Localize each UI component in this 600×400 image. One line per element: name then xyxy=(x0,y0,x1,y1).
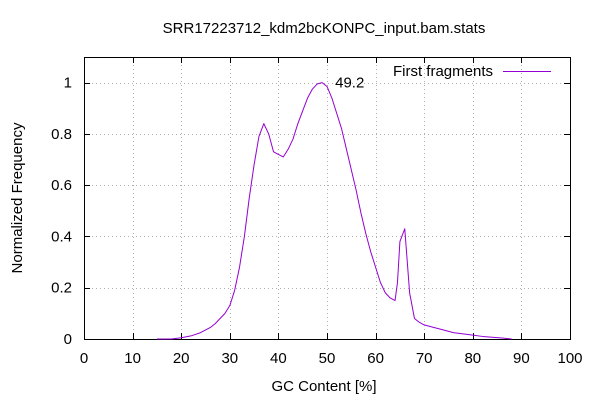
y-tick-label: 1 xyxy=(64,75,72,92)
y-tick-labels: 0 0.2 0.4 0.6 0.8 1 xyxy=(51,75,72,348)
x-tick-label: 10 xyxy=(124,350,141,367)
y-axis-label: Normalized Frequency xyxy=(9,122,26,273)
y-tick-label: 0.4 xyxy=(51,228,72,245)
x-tick-label: 100 xyxy=(557,350,582,367)
y-tick-label: 0.2 xyxy=(51,280,72,297)
series-line-first-fragments xyxy=(156,82,512,340)
chart-title: SRR17223712_kdm2bcKONPC_input.bam.stats xyxy=(163,20,486,37)
x-tick-label: 70 xyxy=(416,350,433,367)
tick-marks xyxy=(84,57,571,340)
series-layer xyxy=(156,82,512,340)
y-tick-label: 0.8 xyxy=(51,126,72,143)
y-tick-label: 0 xyxy=(64,331,72,348)
x-axis-label: GC Content [%] xyxy=(271,378,376,395)
peak-annotation: 49.2 xyxy=(335,75,364,92)
y-tick-label: 0.6 xyxy=(51,177,72,194)
x-tick-label: 60 xyxy=(367,350,384,367)
x-tick-label: 0 xyxy=(80,350,88,367)
x-tick-labels: 0 10 20 30 40 50 60 70 80 90 100 xyxy=(80,350,583,367)
legend-label: First fragments xyxy=(393,63,493,80)
x-tick-label: 40 xyxy=(270,350,287,367)
x-tick-label: 50 xyxy=(319,350,336,367)
x-tick-label: 90 xyxy=(513,350,530,367)
x-tick-label: 80 xyxy=(464,350,481,367)
x-tick-label: 30 xyxy=(221,350,238,367)
annotation-layer: 49.2 xyxy=(335,75,364,92)
x-tick-label: 20 xyxy=(173,350,190,367)
legend: First fragments xyxy=(393,63,551,80)
grid-lines xyxy=(84,57,570,339)
